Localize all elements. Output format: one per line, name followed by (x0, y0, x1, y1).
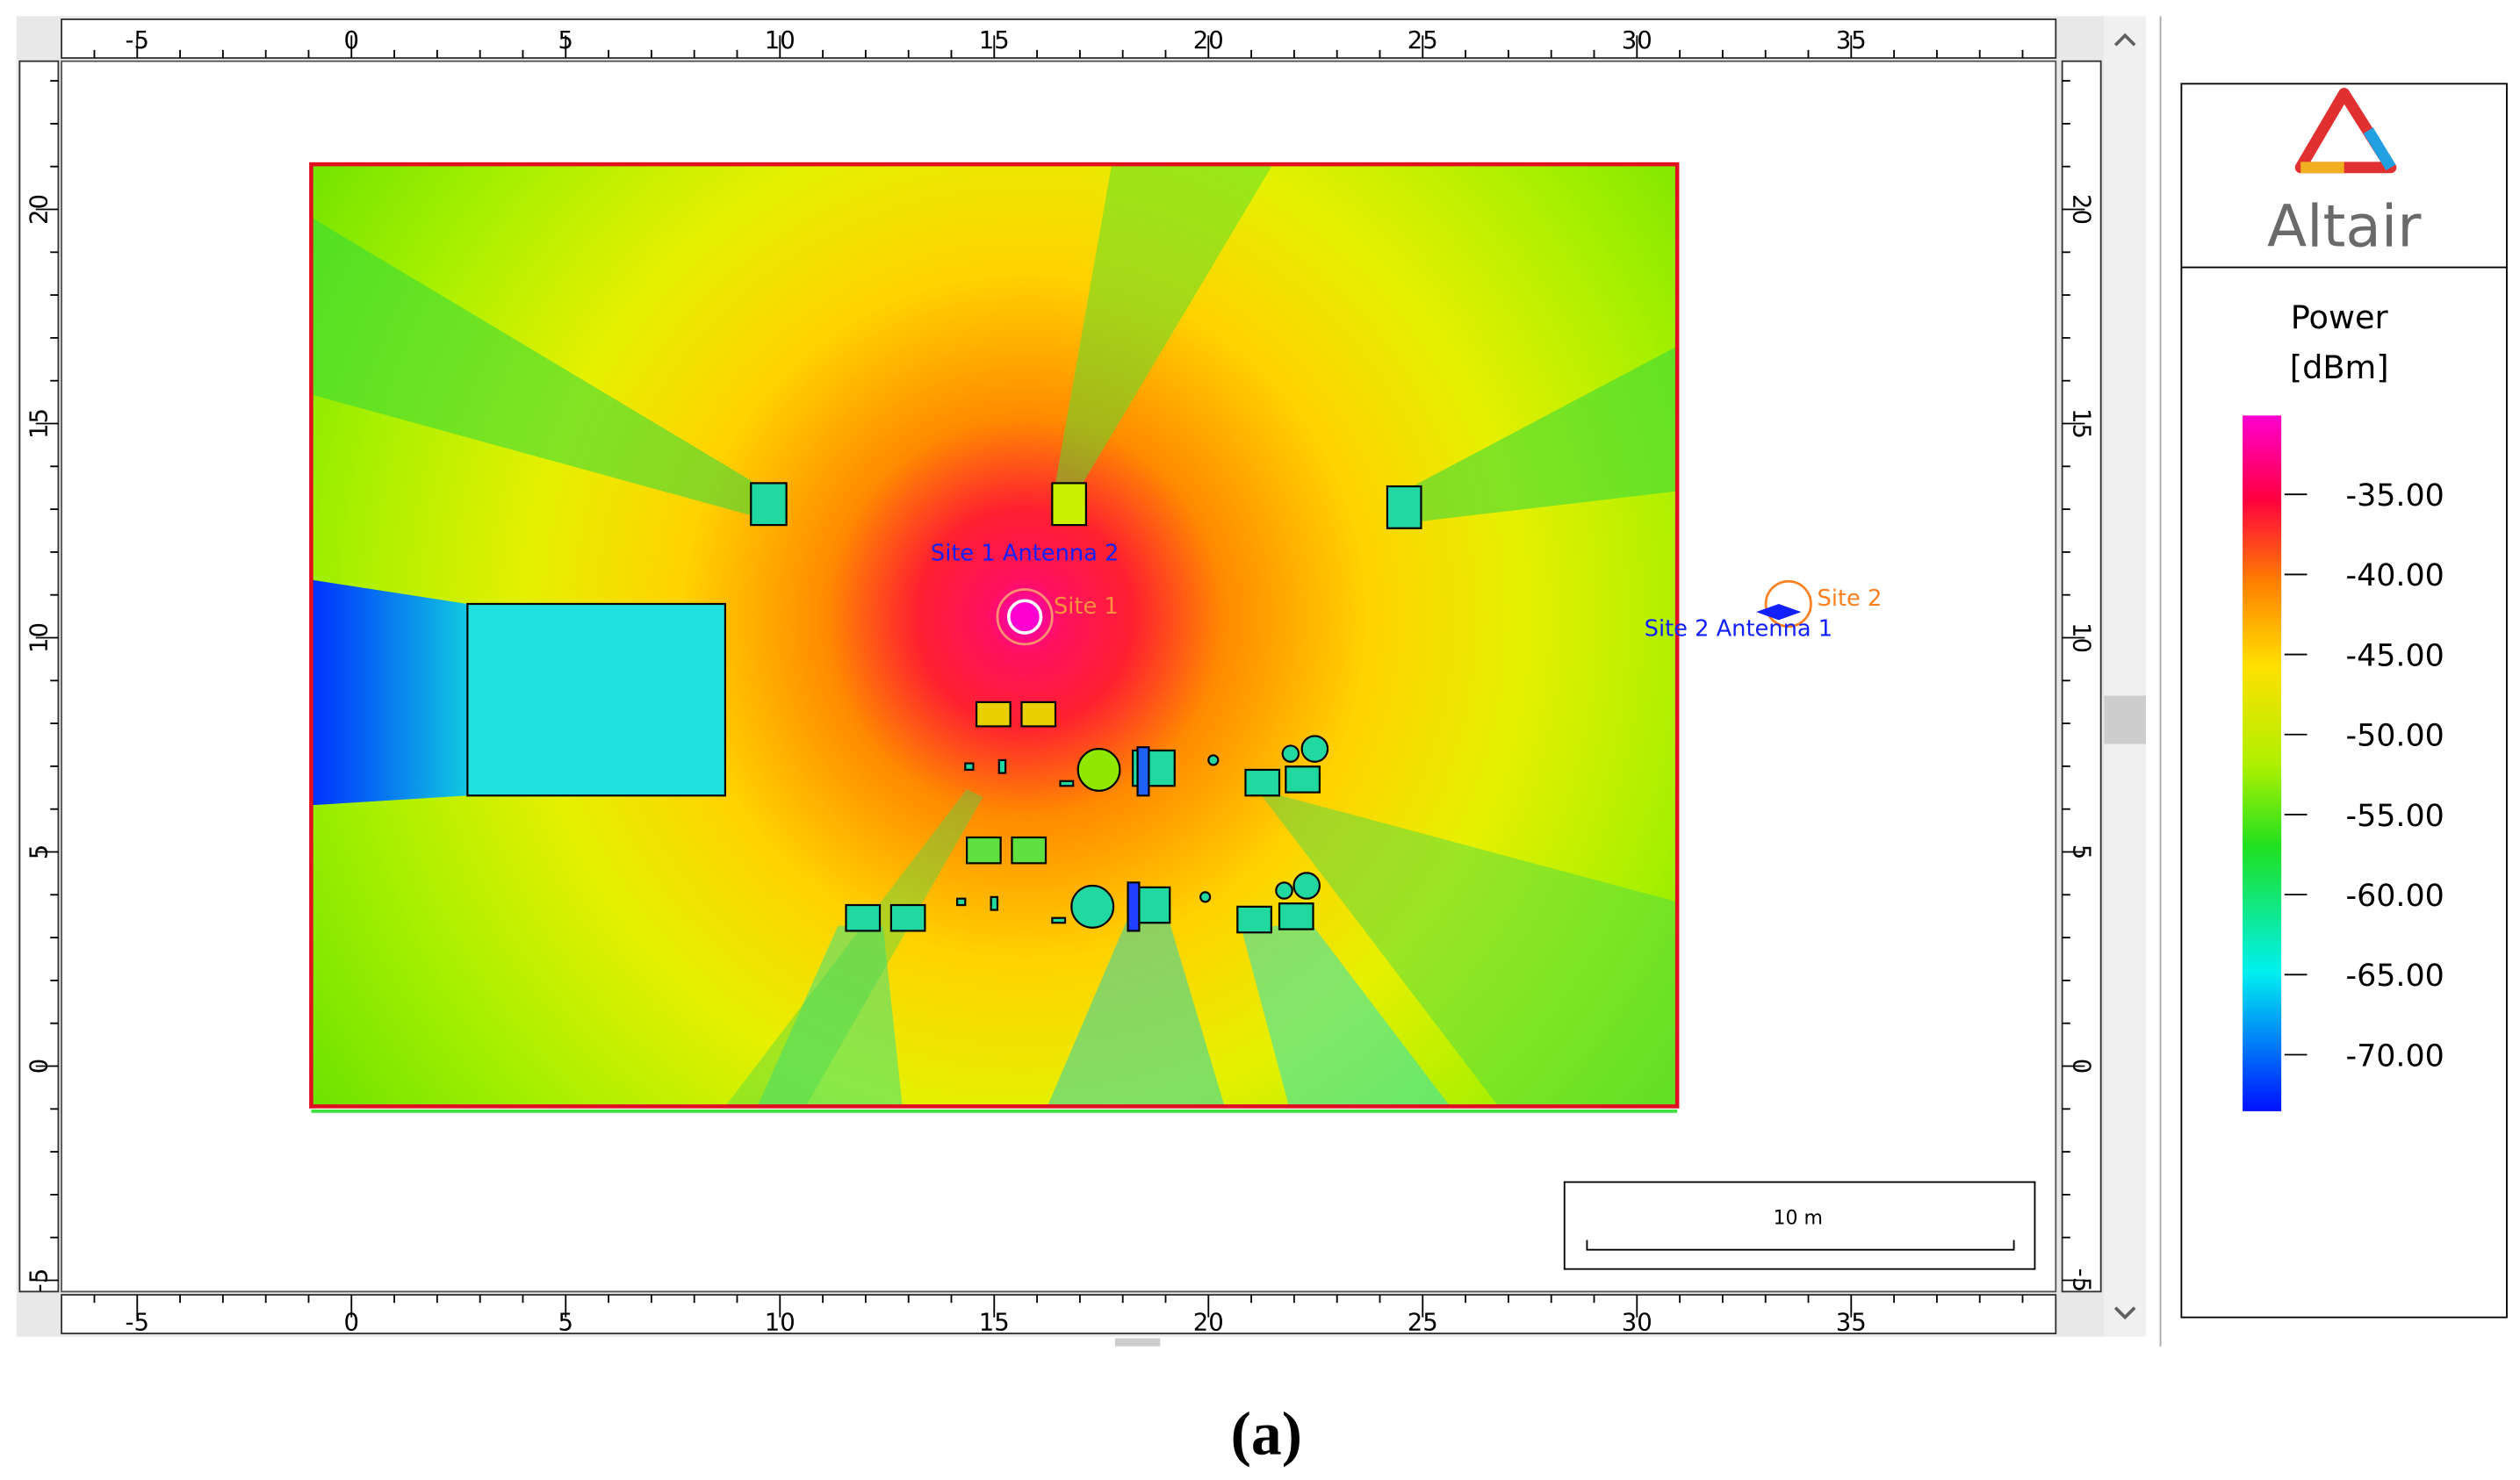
ruler-label: 10 (2067, 622, 2095, 653)
ruler-label: 0 (344, 1308, 360, 1336)
ruler-label: -5 (126, 1308, 149, 1336)
ruler-label: 5 (558, 1308, 574, 1336)
horizontal-scrollbar[interactable] (1114, 1338, 1161, 1347)
ruler-label: -5 (25, 1268, 54, 1292)
ruler-label: -5 (2067, 1268, 2095, 1292)
ruler-label: 0 (344, 26, 360, 54)
caption: (a) (1231, 1401, 1302, 1469)
ruler-label: 30 (1622, 1308, 1652, 1336)
vertical-scrollbar[interactable] (2104, 16, 2147, 1337)
ruler-label: 20 (25, 194, 54, 225)
ruler-label: 15 (979, 1308, 1010, 1336)
site2-marker (1756, 579, 1812, 629)
legend-panel: Altair Power [dBm] (2180, 83, 2508, 1318)
ruler-label: -5 (126, 26, 149, 54)
ruler-label: 30 (1622, 26, 1652, 54)
ruler-label: 10 (25, 622, 54, 653)
scale-bar: 10 m (1563, 1181, 2036, 1270)
ruler-label: 35 (1836, 26, 1867, 54)
ruler-label: 0 (25, 1059, 54, 1074)
legend-unit: [dBm] (2290, 348, 2389, 386)
heatmap (311, 164, 1678, 1107)
scale-label: 10 m (1774, 1207, 1823, 1229)
site-label: Site 1 (1054, 593, 1119, 620)
legend-label: -65.00 (2346, 959, 2444, 994)
legend-label: -45.00 (2346, 638, 2444, 673)
ruler-label: 10 (765, 26, 796, 54)
site-label: Site 2 (1818, 586, 1883, 612)
ruler-label: 25 (1408, 26, 1438, 54)
ruler-label: 5 (558, 26, 574, 54)
ruler-label: 20 (1193, 26, 1224, 54)
ruler-label: 15 (2067, 408, 2095, 439)
map-border (309, 162, 1680, 1109)
legend-label: -55.00 (2346, 799, 2444, 834)
ruler-label: 10 (765, 1308, 796, 1336)
legend-label: -50.00 (2346, 719, 2444, 754)
legend-label: -35.00 (2346, 478, 2444, 514)
ruler-label: 15 (25, 408, 54, 439)
ruler-label: 5 (25, 844, 54, 859)
legend-label: -70.00 (2346, 1038, 2444, 1074)
ruler-label: 25 (1408, 1308, 1438, 1336)
ruler-label: 35 (1836, 1308, 1867, 1336)
legend-label: -40.00 (2346, 558, 2444, 593)
site-label: Site 2 Antenna 1 (1645, 616, 1832, 643)
logo-text: Altair (2267, 193, 2422, 261)
site-label: Site 1 Antenna 2 (931, 540, 1119, 566)
ruler-label: 0 (2067, 1059, 2095, 1074)
legend-label: -60.00 (2346, 879, 2444, 914)
ruler-label: 15 (979, 26, 1010, 54)
ruler-label: 5 (2067, 844, 2095, 859)
site1-marker (996, 588, 1054, 646)
obstacles (466, 482, 1422, 934)
legend-title: Power (2291, 298, 2389, 336)
ruler-label: 20 (1193, 1308, 1224, 1336)
ruler-label: 20 (2067, 194, 2095, 225)
